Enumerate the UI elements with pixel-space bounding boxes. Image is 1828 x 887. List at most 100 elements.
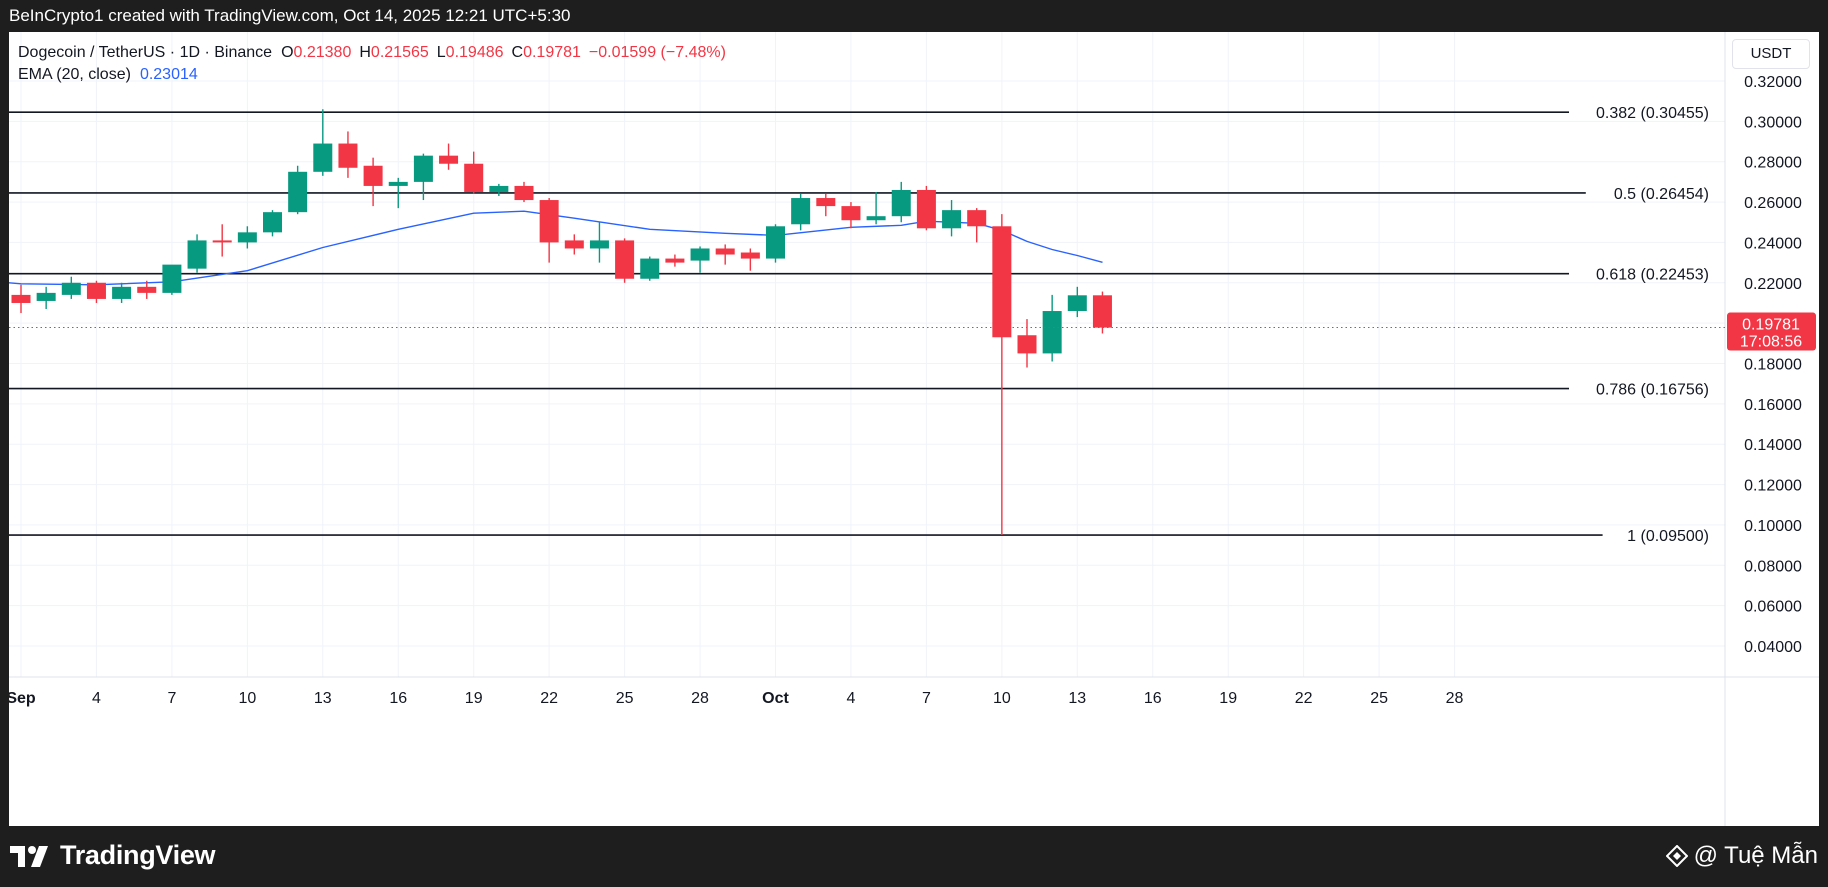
candle-body [1067, 295, 1087, 312]
chart-panel[interactable]: 0.382 (0.30455) 0.5 (0.26454) 0.618 (0.224… [9, 32, 1819, 826]
candle-up [891, 181, 911, 223]
candle-body [11, 294, 31, 303]
y-tick-label: 0.22000 [1744, 276, 1802, 293]
y-tick-label: 0.08000 [1744, 558, 1802, 575]
legend-ema-row: EMA (20, close) 0.23014 [18, 64, 726, 86]
y-tick-label: 0.30000 [1744, 114, 1802, 131]
candle-up [489, 183, 509, 197]
y-tick-label: 0.28000 [1744, 155, 1802, 172]
legend-high-label: H [359, 44, 371, 61]
candle-body [841, 206, 861, 221]
candle-down [715, 244, 735, 265]
y-tick-label: 0.24000 [1744, 235, 1802, 252]
author-credit: @ Tuệ Mẫn [1665, 842, 1818, 870]
legend-open-label: O [281, 44, 294, 61]
candle-body [313, 143, 333, 172]
legend-close-value: 0.19781 [523, 44, 581, 61]
x-tick-label: 25 [616, 690, 634, 707]
candle-down [916, 185, 936, 231]
candle-body [564, 240, 584, 249]
candle-down [86, 280, 106, 303]
legend-symbol[interactable]: Dogecoin / TetherUS · 1D · Binance [18, 44, 273, 61]
candle-down [338, 131, 358, 178]
legend-ema-label[interactable]: EMA (20, close) [18, 66, 131, 83]
x-tick-label: 28 [1446, 690, 1464, 707]
candle-body [816, 198, 836, 207]
last-price-badge-bg [1727, 312, 1816, 351]
price-chart[interactable]: 0.382 (0.30455) 0.5 (0.26454) 0.618 (0.224… [9, 32, 1819, 826]
footer-bar: TradingView @ Tuệ Mẫn [0, 826, 1828, 887]
tradingview-brand: TradingView [60, 840, 216, 870]
fibonacci-levels: 0.382 (0.30455) 0.5 (0.26454) 0.618 (0.224… [9, 105, 1709, 545]
candle-up [1067, 286, 1087, 318]
candle-up [112, 282, 132, 303]
candle-up [640, 256, 660, 281]
tradingview-logo-icon [10, 843, 52, 869]
candle-up [589, 222, 609, 263]
candle-body [137, 286, 157, 293]
candle-body [791, 198, 811, 225]
x-tick-label: 28 [691, 690, 709, 707]
candle-body [237, 232, 257, 243]
candle-down [740, 248, 760, 271]
currency-button[interactable]: USDT [1732, 39, 1810, 69]
candle-body [162, 264, 182, 293]
candle-up [313, 109, 333, 176]
candle-body [916, 189, 936, 229]
candle-up [413, 153, 433, 201]
candle-up [162, 264, 182, 295]
x-tick-label: 4 [846, 690, 855, 707]
y-tick-label: 0.14000 [1744, 437, 1802, 454]
candle-down [967, 208, 987, 243]
price-axis: 0.32000 0.30000 0.28000 0.26000 0.24000 0.220… [1727, 74, 1816, 656]
candle-body [690, 248, 710, 261]
y-tick-label: 0.10000 [1744, 518, 1802, 535]
x-tick-label: 16 [1144, 690, 1162, 707]
candle-body [1092, 295, 1112, 328]
candle-body [439, 155, 459, 164]
candle-body [388, 181, 408, 186]
candle-up [237, 226, 257, 249]
candle-body [715, 248, 735, 255]
y-tick-label: 0.12000 [1744, 478, 1802, 495]
candle-body [36, 292, 56, 301]
candle-down [615, 238, 635, 283]
candle-up [766, 224, 785, 263]
fib-level-label: 1 (0.09500) [1627, 528, 1709, 545]
last-price-value: 0.19781 [1742, 317, 1800, 334]
candle-body [539, 200, 559, 243]
x-tick-label: 7 [922, 690, 931, 707]
fib-level-label: 0.5 (0.26454) [1614, 186, 1709, 203]
ema-line [9, 210, 1103, 286]
candlesticks [11, 109, 1112, 536]
candle-down [464, 151, 484, 194]
author-name: @ Tuệ Mẫn [1693, 842, 1818, 869]
tradingview-logo[interactable]: TradingView [10, 840, 216, 871]
candle-body [1042, 311, 1062, 354]
candle-down [816, 194, 836, 217]
y-tick-label: 0.32000 [1744, 74, 1802, 91]
y-tick-label: 0.04000 [1744, 639, 1802, 656]
candle-body [514, 185, 534, 201]
time-axis: Sep 4 7 10 13 16 19 22 25 28 Oct 4 7 10 13 16 19 22 25 28 [9, 690, 1464, 707]
candle-body [766, 226, 785, 259]
legend-ema-value: 0.23014 [139, 66, 198, 83]
x-tick-label: Oct [762, 690, 789, 707]
candle-body [1017, 335, 1037, 354]
fib-level-label: 0.786 (0.16756) [1596, 382, 1709, 399]
candle-body [263, 212, 282, 233]
candle-body [187, 240, 207, 269]
legend-change: −0.01599 (−7.48%) [588, 44, 726, 61]
candle-down [212, 224, 232, 257]
diamond-icon [1665, 844, 1688, 868]
x-tick-label: 16 [389, 690, 407, 707]
candle-body [212, 240, 232, 243]
y-tick-label: 0.18000 [1744, 357, 1802, 374]
candle-down [841, 202, 861, 229]
x-tick-label: 10 [993, 690, 1011, 707]
candle-body [665, 258, 685, 263]
candle-down [363, 157, 383, 207]
candle-body [589, 240, 609, 249]
candle-body [866, 216, 886, 221]
